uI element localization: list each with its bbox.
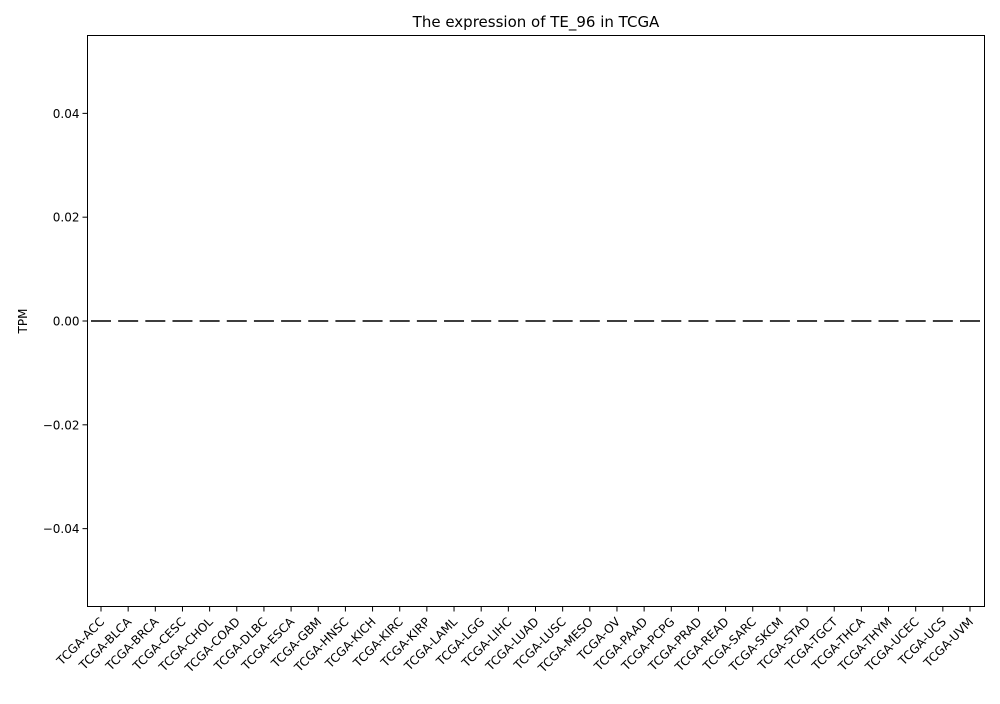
x-axis: TCGA-ACCTCGA-BLCATCGA-BRCATCGA-CESCTCGA-… xyxy=(53,606,976,676)
y-tick-label: −0.04 xyxy=(43,522,80,536)
y-axis-label: TPM xyxy=(16,309,30,335)
y-tick-label: 0.02 xyxy=(53,211,80,225)
y-tick-label: 0.00 xyxy=(53,315,80,329)
plot-area-frame xyxy=(87,35,985,607)
y-tick-label: 0.04 xyxy=(53,107,80,121)
y-tick-label: −0.02 xyxy=(43,418,80,432)
y-axis: 0.04 0.02 0.00 −0.02 −0.04 xyxy=(43,107,88,536)
chart-title: The expression of TE_96 in TCGA xyxy=(412,13,660,32)
